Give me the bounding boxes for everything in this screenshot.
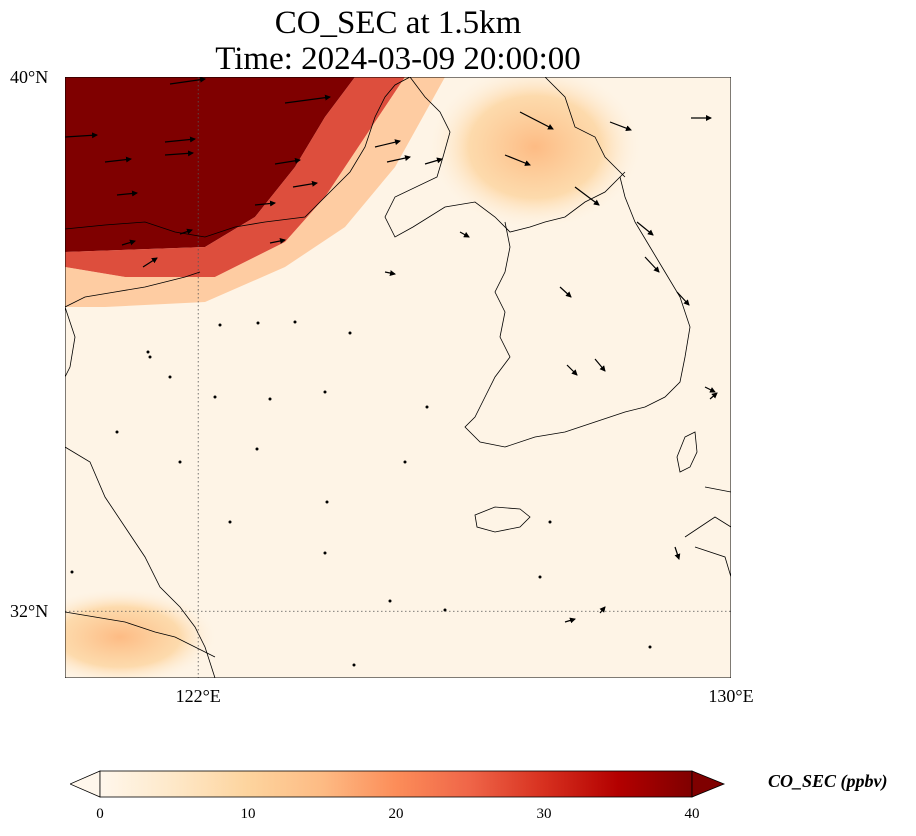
kyushu-coast xyxy=(684,486,731,578)
wind-arrow xyxy=(425,405,429,409)
wind-arrow xyxy=(403,460,407,464)
wind-arrow xyxy=(348,331,352,335)
liaodong-coast xyxy=(65,77,411,238)
wind-arrow xyxy=(704,386,716,393)
lon-tick-label: 130°E xyxy=(708,686,754,706)
wind-arrow xyxy=(609,121,632,132)
wind-arrow xyxy=(254,200,276,207)
jeju-island xyxy=(474,506,531,533)
wind-arrow xyxy=(323,551,327,555)
wind-arrow xyxy=(323,390,327,394)
lat-tick-label: 40°N xyxy=(10,67,49,87)
southwest-plume-blob xyxy=(65,587,220,678)
wind-arrow xyxy=(443,608,447,612)
coastlines xyxy=(65,77,731,678)
north-korea-east-coast xyxy=(544,77,626,178)
colorbar-tick-label: 20 xyxy=(388,806,404,822)
colorbar xyxy=(68,768,726,804)
wind-arrow xyxy=(648,645,652,649)
lon-tick-label: 122°E xyxy=(175,686,221,706)
colorbar-extend-high xyxy=(691,770,726,798)
map-title-line-1: CO_SEC at 1.5km xyxy=(274,5,522,41)
wind-arrow xyxy=(284,94,331,104)
wind-arrow xyxy=(148,355,152,359)
wind-arrow xyxy=(676,291,690,306)
wind-arrow xyxy=(146,350,150,354)
wind-arrow xyxy=(274,157,301,165)
wind-arrow xyxy=(169,77,206,85)
wind-arrow xyxy=(65,132,98,139)
wind-arrow xyxy=(325,500,329,504)
wind-arrow xyxy=(228,520,232,524)
wind-arrow xyxy=(168,375,172,379)
wind-arrow xyxy=(179,228,193,235)
concentration-field xyxy=(65,77,645,678)
wind-arrow xyxy=(352,663,356,667)
map-panel xyxy=(65,77,731,678)
wind-arrow xyxy=(519,111,554,130)
wind-arrow xyxy=(384,270,396,276)
gridlines xyxy=(65,77,731,678)
shandong-coast xyxy=(65,271,201,378)
map-title-line-2: Time: 2024-03-09 20:00:00 xyxy=(215,41,581,77)
colorbar-label: CO_SEC (ppbv) xyxy=(768,771,888,791)
yangtze-estuary xyxy=(65,611,216,658)
wind-arrow xyxy=(674,546,681,560)
colorbar-tick-label: 40 xyxy=(684,806,700,822)
wind-arrow xyxy=(70,570,74,574)
colorbar-tick-label: 0 xyxy=(96,806,104,822)
korean-peninsula-coast xyxy=(464,176,691,448)
wind-arrow xyxy=(388,599,392,603)
wind-arrow xyxy=(178,460,182,464)
wind-arrow xyxy=(644,256,660,273)
wind-arrow xyxy=(142,257,158,268)
wind-arrow xyxy=(115,430,119,434)
wind-arrow xyxy=(121,239,136,246)
tsushima-island xyxy=(676,431,698,473)
wind-arrow xyxy=(538,575,542,579)
wind-arrow xyxy=(636,221,654,236)
wind-arrow xyxy=(709,392,718,400)
wind-arrow xyxy=(548,520,552,524)
wind-arrow xyxy=(292,180,318,188)
wind-arrow xyxy=(386,155,411,163)
map-canvas xyxy=(65,77,731,678)
wind-arrow xyxy=(268,397,272,401)
wind-arrow xyxy=(599,606,606,614)
korea-bay-coast xyxy=(384,77,626,238)
wind-arrow xyxy=(504,154,531,166)
wind-arrow xyxy=(374,139,401,148)
wind-vectors xyxy=(65,77,718,624)
wind-arrow xyxy=(269,238,286,244)
wind-arrow xyxy=(104,156,132,163)
wind-arrow xyxy=(459,231,470,238)
wind-arrow xyxy=(564,617,576,624)
lat-tick-label: 32°N xyxy=(10,601,49,622)
wind-arrow xyxy=(116,190,138,197)
plume-core xyxy=(65,77,355,252)
colorbar-tick-label: 30 xyxy=(536,806,552,822)
wind-arrow xyxy=(164,136,196,143)
jiangsu-coast xyxy=(65,446,216,678)
plume-mid xyxy=(65,77,405,277)
wind-arrow xyxy=(424,157,443,165)
wind-arrow xyxy=(566,364,578,376)
wind-arrow xyxy=(218,323,222,327)
colorbar-extend-low xyxy=(68,770,101,798)
plume-edge xyxy=(65,77,445,307)
colorbar-body xyxy=(99,770,693,798)
wind-arrow xyxy=(559,286,572,298)
colorbar-graphic xyxy=(68,770,726,798)
wind-arrow xyxy=(164,150,194,157)
wind-arrow xyxy=(594,358,606,372)
wind-arrow xyxy=(255,447,259,451)
north-plume-blob xyxy=(425,77,645,232)
wind-arrow xyxy=(574,186,600,206)
wind-arrow xyxy=(293,320,297,324)
wind-arrow xyxy=(213,395,217,399)
wind-arrow xyxy=(256,321,260,325)
colorbar-tick-label: 10 xyxy=(240,806,256,822)
wind-small-arrows xyxy=(70,320,652,667)
